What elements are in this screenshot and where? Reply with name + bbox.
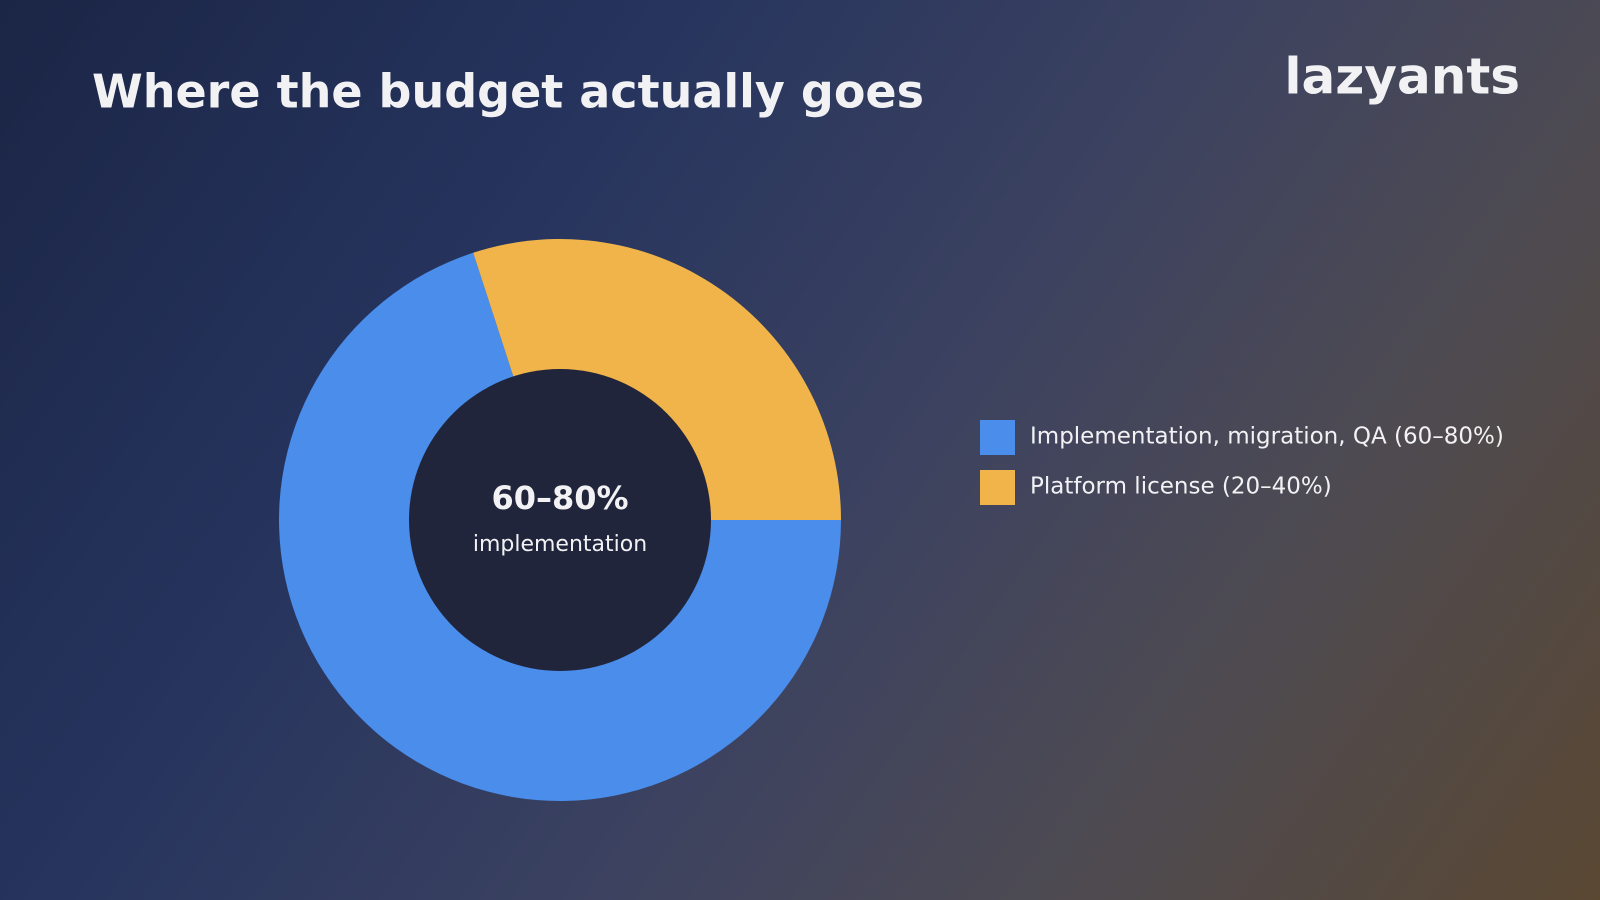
- logo: lazyants: [1284, 48, 1520, 106]
- legend-swatch: [980, 420, 1015, 455]
- donut-hole: [409, 369, 711, 671]
- center-label: 60–80%: [491, 479, 628, 517]
- center-sublabel: implementation: [473, 532, 647, 557]
- legend-swatch: [980, 470, 1015, 505]
- chart-title: Where the budget actually goes: [92, 65, 924, 119]
- legend-label: Platform license (20–40%): [1030, 474, 1332, 500]
- legend-label: Implementation, migration, QA (60–80%): [1030, 424, 1504, 450]
